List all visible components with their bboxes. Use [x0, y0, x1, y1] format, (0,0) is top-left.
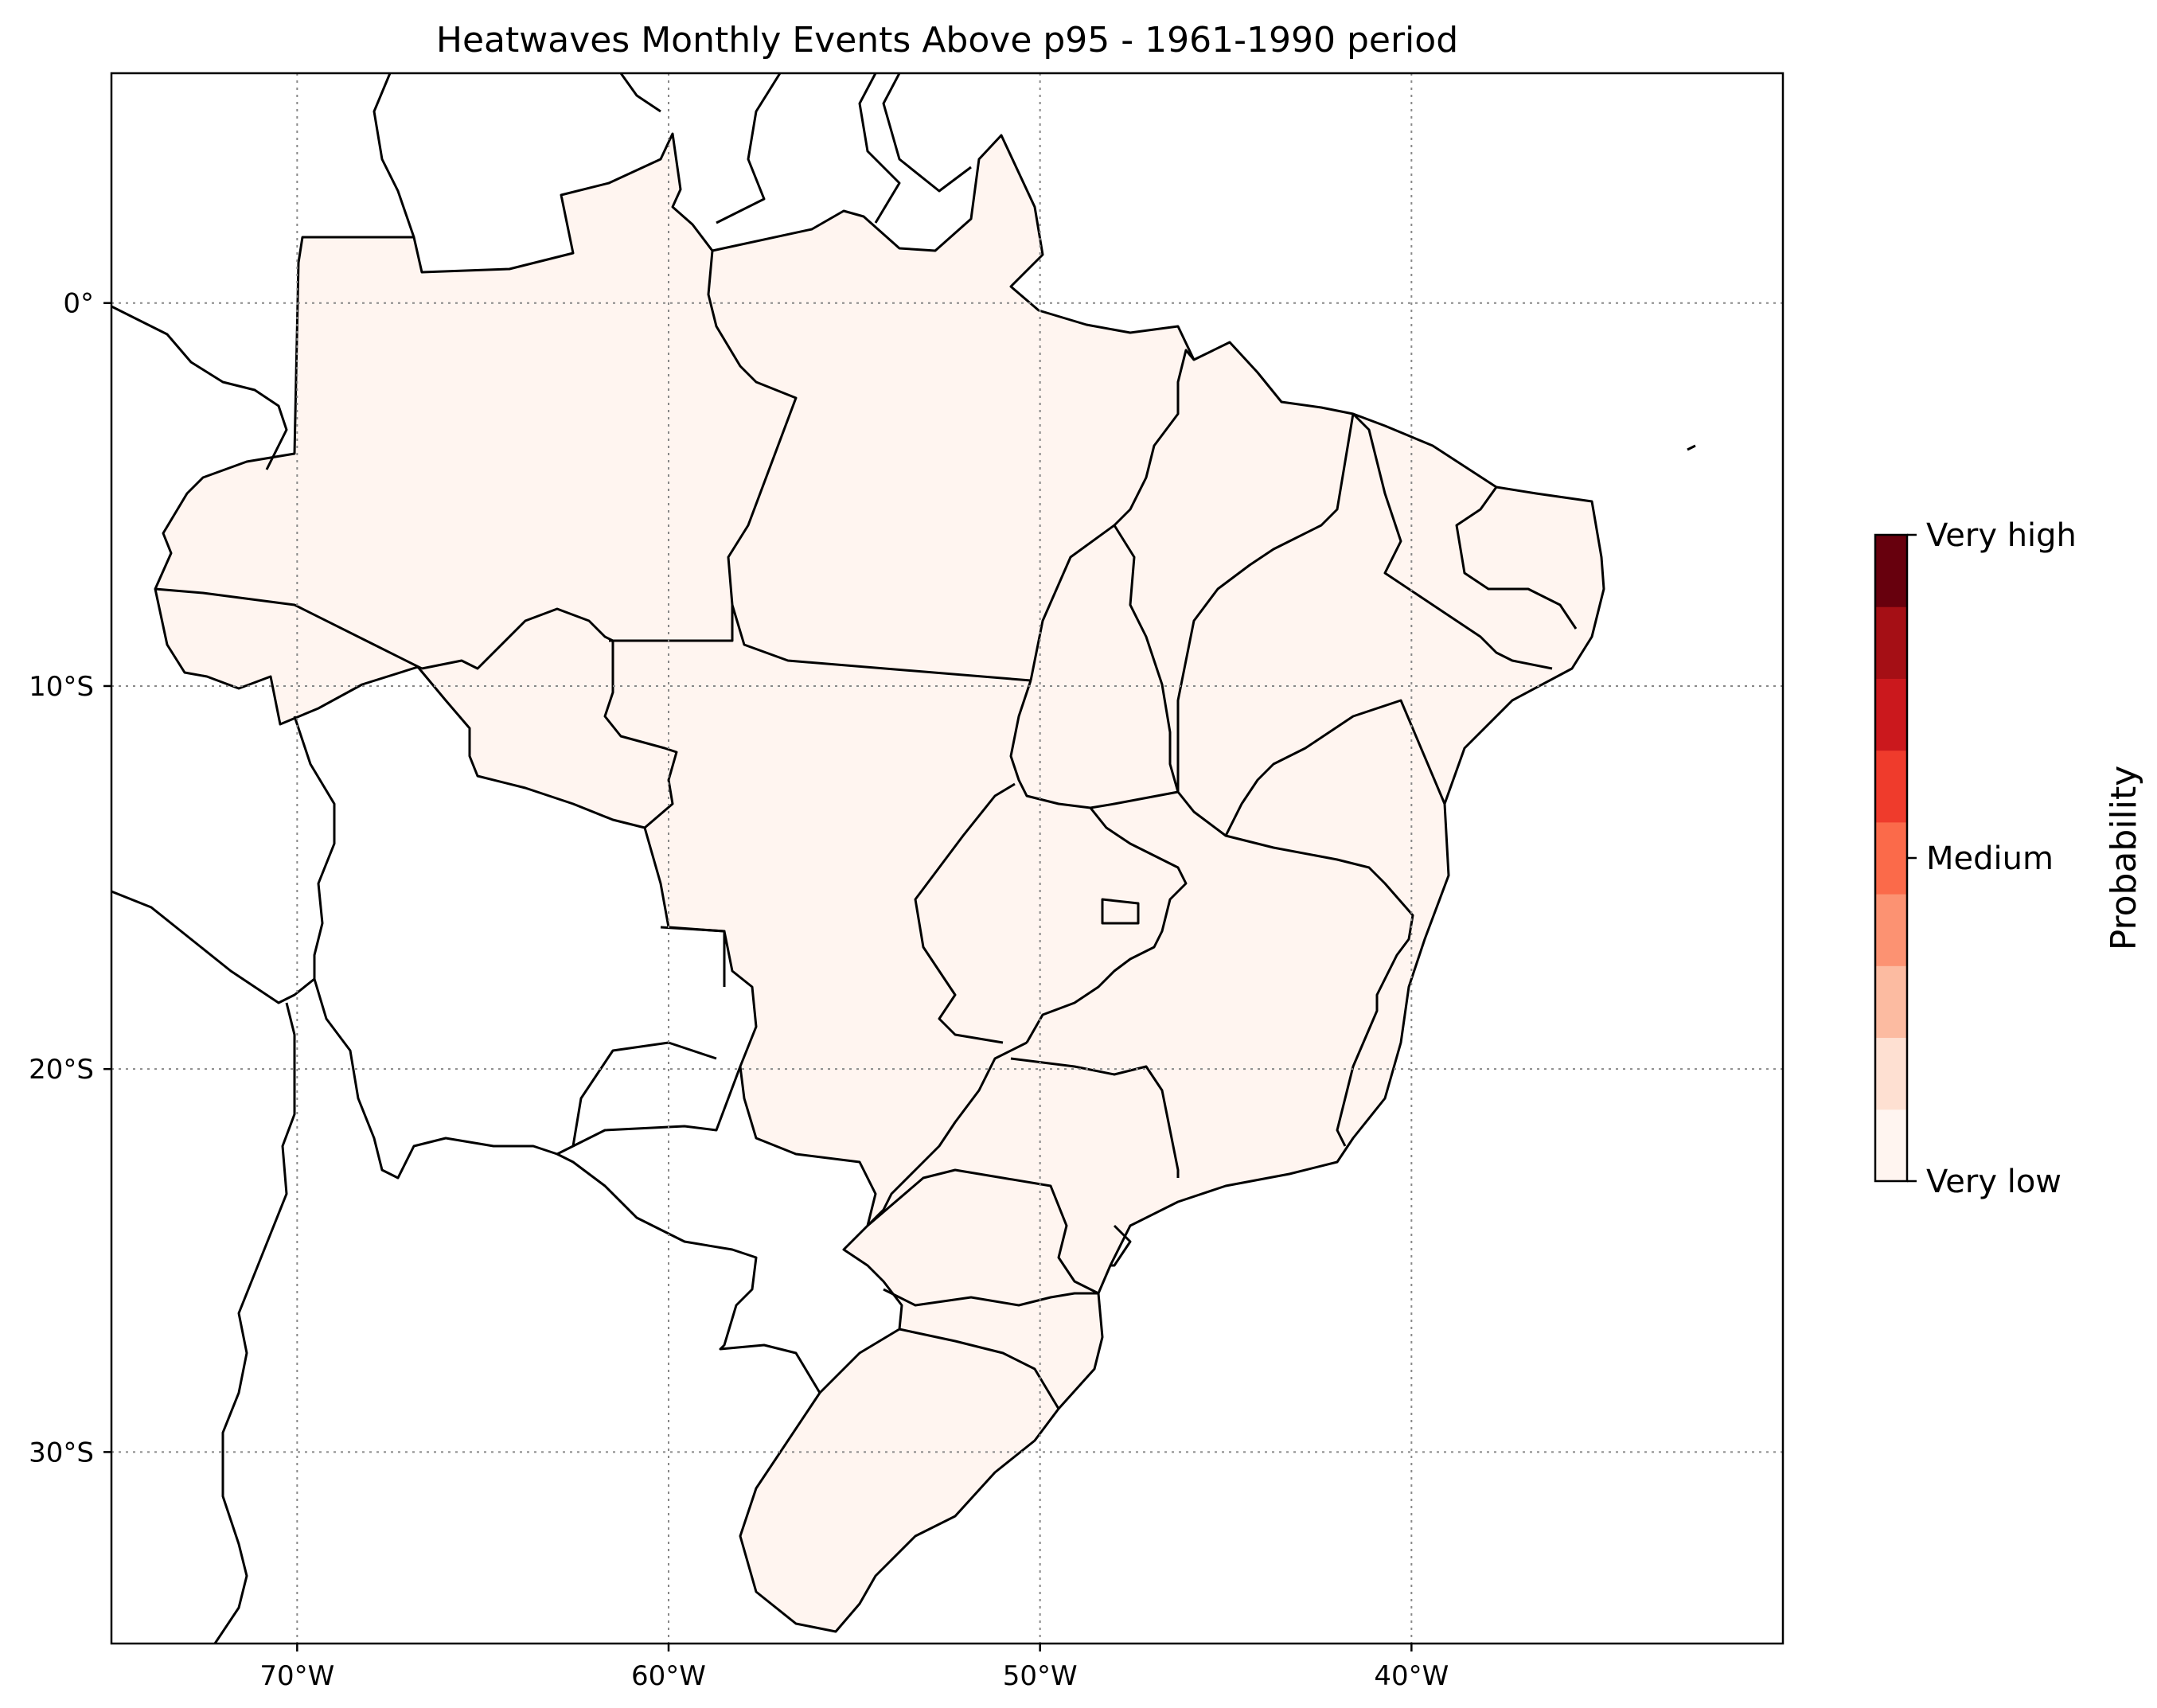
y-tick-label: 0°: [63, 288, 94, 320]
brazil-states: [154, 132, 1605, 1633]
state-borders: [154, 250, 1578, 1410]
colorbar-tick-label: Very low: [1926, 1164, 2061, 1200]
colorbar-band: [1875, 750, 1907, 823]
colorbar-band: [1875, 894, 1907, 966]
colorbar-band: [1875, 1109, 1907, 1182]
x-tick-label: 60°W: [631, 1660, 706, 1692]
colorbar-ticks: Very high Medium Very low: [1907, 517, 2077, 1200]
colorbar-label: Probability: [2104, 766, 2144, 951]
colorbar-band: [1875, 965, 1907, 1039]
chart-title: Heatwaves Monthly Events Above p95 - 196…: [436, 20, 1458, 60]
colorbar-band: [1875, 1037, 1907, 1110]
y-tick-label: 10°S: [29, 671, 94, 703]
x-tick-label: 40°W: [1374, 1660, 1449, 1692]
colorbar-bands: [1875, 535, 1907, 1182]
colorbar-band: [1875, 821, 1907, 895]
colorbar-band: [1875, 535, 1907, 607]
x-tick-label: 50°W: [1003, 1660, 1078, 1692]
colorbar-tick-label: Very high: [1926, 517, 2077, 554]
colorbar-band: [1875, 606, 1907, 679]
x-tick-label: 70°W: [259, 1660, 334, 1692]
y-tick-label: 20°S: [29, 1054, 94, 1086]
map-frame: [110, 72, 1784, 1645]
axis-ticks: 70°W 60°W 50°W 40°W 0° 10°S 20°S 30°S: [29, 288, 1449, 1692]
colorbar-tick-label: Medium: [1926, 840, 2054, 877]
colorbar: Very high Medium Very low Probability: [1874, 517, 2144, 1200]
map-area: [111, 73, 1783, 1644]
colorbar-band: [1875, 678, 1907, 751]
y-tick-label: 30°S: [29, 1437, 94, 1468]
neighbour-borders: [111, 73, 1696, 1644]
